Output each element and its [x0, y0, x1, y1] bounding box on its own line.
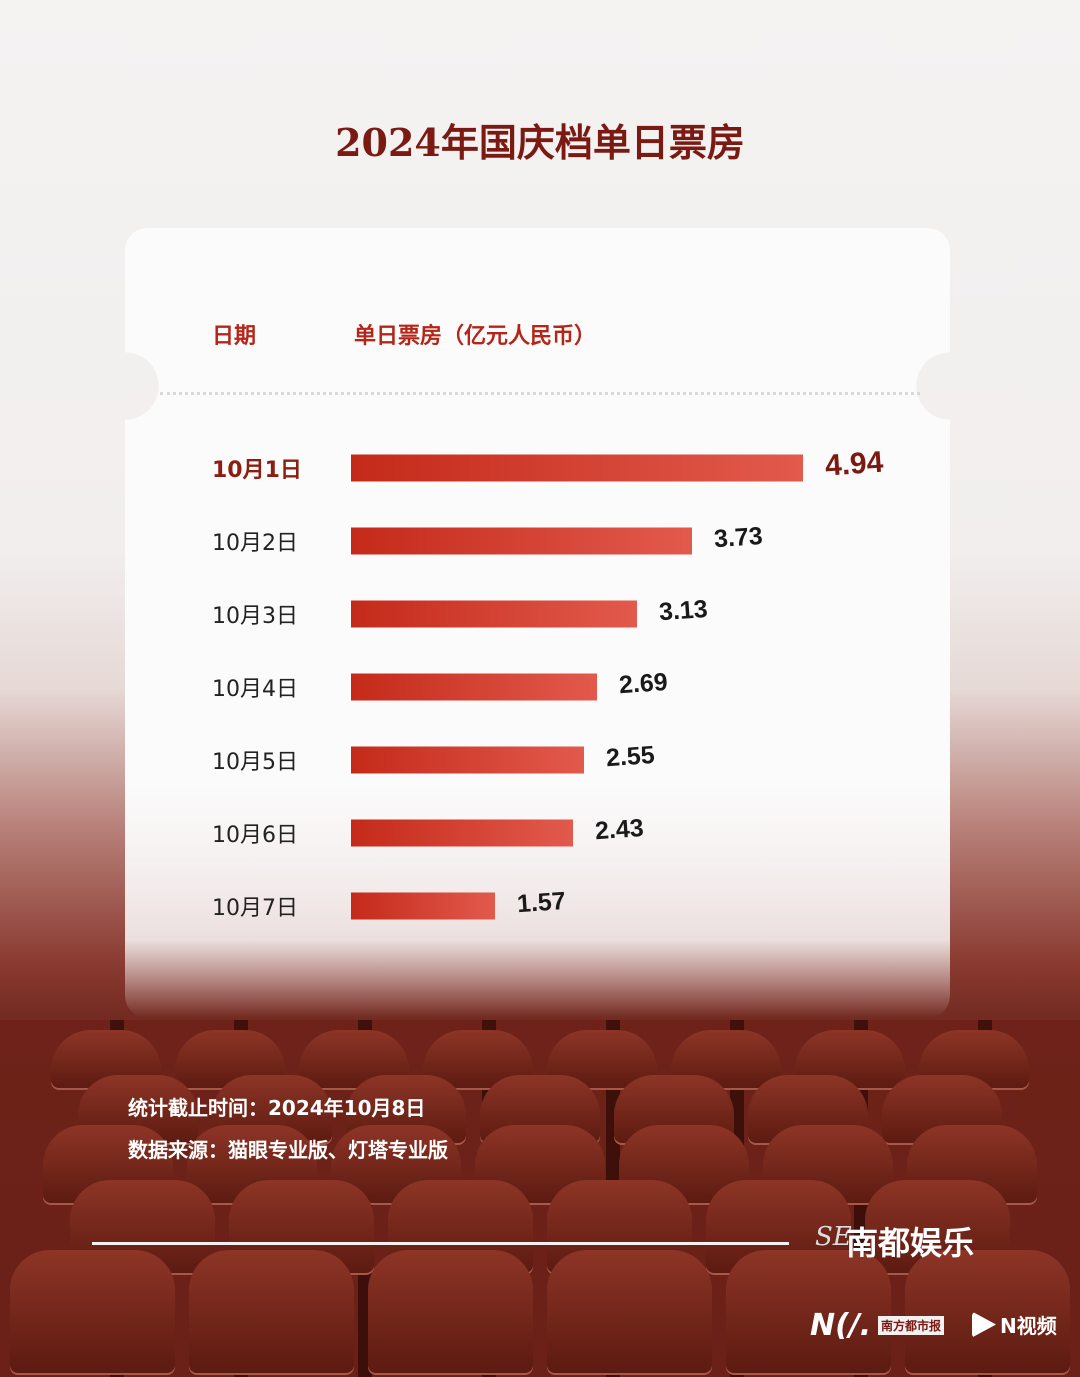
seat: [10, 1250, 175, 1375]
data-label: 4.94: [823, 445, 885, 483]
seat: [726, 1250, 891, 1375]
bar: [351, 746, 585, 774]
bar: [351, 454, 803, 482]
category-label: 10月5日: [212, 750, 298, 775]
ticket-perforation: [160, 392, 920, 395]
play-icon: [972, 1311, 996, 1338]
cutoff-note: 统计截止时间：2024年10月8日: [128, 1096, 426, 1120]
data-label: 2.55: [605, 740, 656, 773]
nvideo-label: N视频: [1000, 1314, 1057, 1338]
data-label: 2.69: [618, 667, 669, 700]
category-label: 10月3日: [212, 604, 298, 629]
nd-name-logo: 南方都市报: [878, 1316, 945, 1335]
data-label: 2.43: [594, 813, 645, 846]
seat: [368, 1250, 533, 1375]
category-label: 10月4日: [212, 677, 298, 702]
category-label: 10月6日: [212, 823, 298, 848]
bar: [351, 819, 574, 847]
category-label: 10月2日: [212, 531, 298, 556]
value-column-header: 单日票房（亿元人民币）: [354, 324, 597, 349]
nvideo-logo: N视频: [972, 1310, 1057, 1339]
category-label: 10月7日: [212, 896, 298, 921]
category-label: 10月1日: [212, 458, 302, 483]
divider-line: [92, 1242, 789, 1245]
data-label: 1.57: [515, 886, 567, 919]
seat-row: [0, 1250, 1080, 1375]
brand-logo: 南都娱乐: [846, 1224, 975, 1262]
bar: [351, 673, 598, 701]
seat: [189, 1250, 354, 1375]
bar: [351, 600, 638, 628]
seat: [547, 1250, 712, 1375]
bar: [351, 527, 693, 555]
bar: [351, 892, 495, 920]
data-label: 3.73: [713, 521, 764, 554]
data-label: 3.13: [658, 594, 709, 627]
se-logo: SE: [815, 1222, 852, 1252]
nd-logo: N(/.: [810, 1308, 872, 1343]
date-column-header: 日期: [212, 324, 257, 349]
source-note: 数据来源：猫眼专业版、灯塔专业版: [128, 1138, 448, 1162]
seat: [905, 1250, 1070, 1375]
page-title: 2024年国庆档单日票房: [335, 120, 745, 165]
